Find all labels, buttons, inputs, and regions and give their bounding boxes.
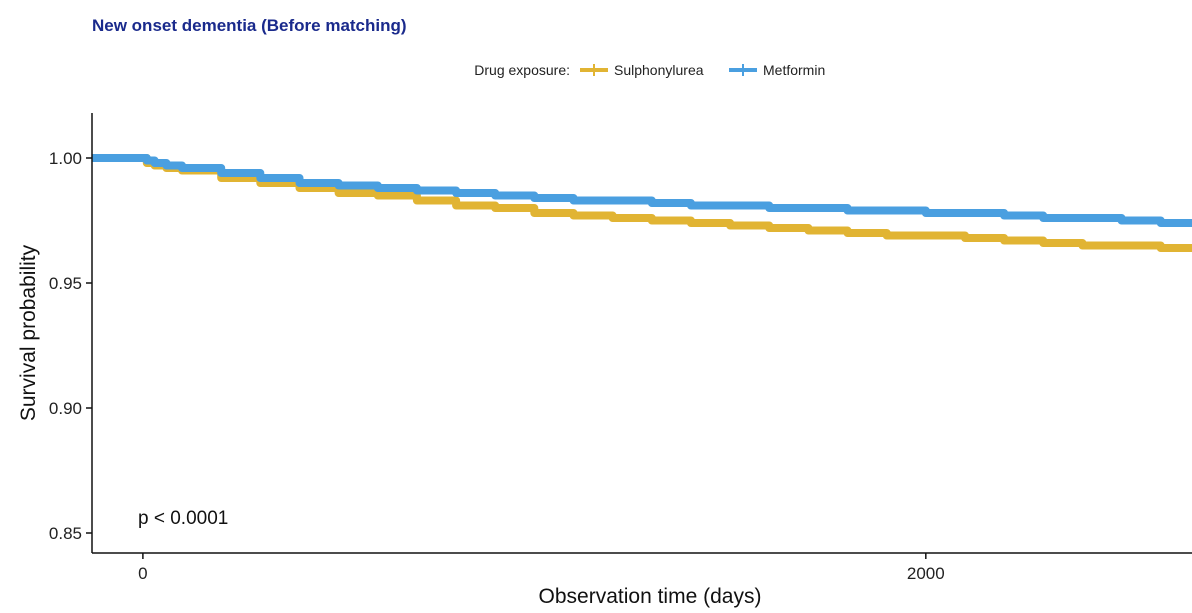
chart-title: New onset dementia (Before matching): [92, 16, 407, 35]
legend-title: Drug exposure:: [474, 62, 570, 78]
x-axis-ticks: 0 2000: [138, 553, 945, 583]
y-tick-label: 1.00: [49, 149, 82, 168]
legend-item-sulphonylurea: Sulphonylurea: [580, 62, 704, 78]
y-tick-label: 0.95: [49, 274, 82, 293]
legend: Drug exposure: Sulphonylurea Metformin: [474, 62, 825, 78]
y-axis-ticks: 0.85 0.90 0.95 1.00: [49, 149, 92, 543]
plot-area: 0.85 0.90 0.95 1.00 0 2000: [49, 113, 1192, 583]
x-tick-label: 2000: [907, 564, 945, 583]
series-line-metformin: [92, 154, 1192, 227]
legend-item-metformin: Metformin: [729, 62, 825, 78]
legend-label-sulphonylurea: Sulphonylurea: [614, 62, 704, 78]
y-tick-label: 0.85: [49, 524, 82, 543]
series-layer: [92, 154, 1192, 252]
x-axis-label: Observation time (days): [539, 585, 762, 608]
legend-label-metformin: Metformin: [763, 62, 825, 78]
y-tick-label: 0.90: [49, 399, 82, 418]
y-axis-label: Survival probability: [17, 244, 40, 421]
p-value-annotation: p < 0.0001: [138, 508, 228, 529]
x-tick-label: 0: [138, 564, 147, 583]
